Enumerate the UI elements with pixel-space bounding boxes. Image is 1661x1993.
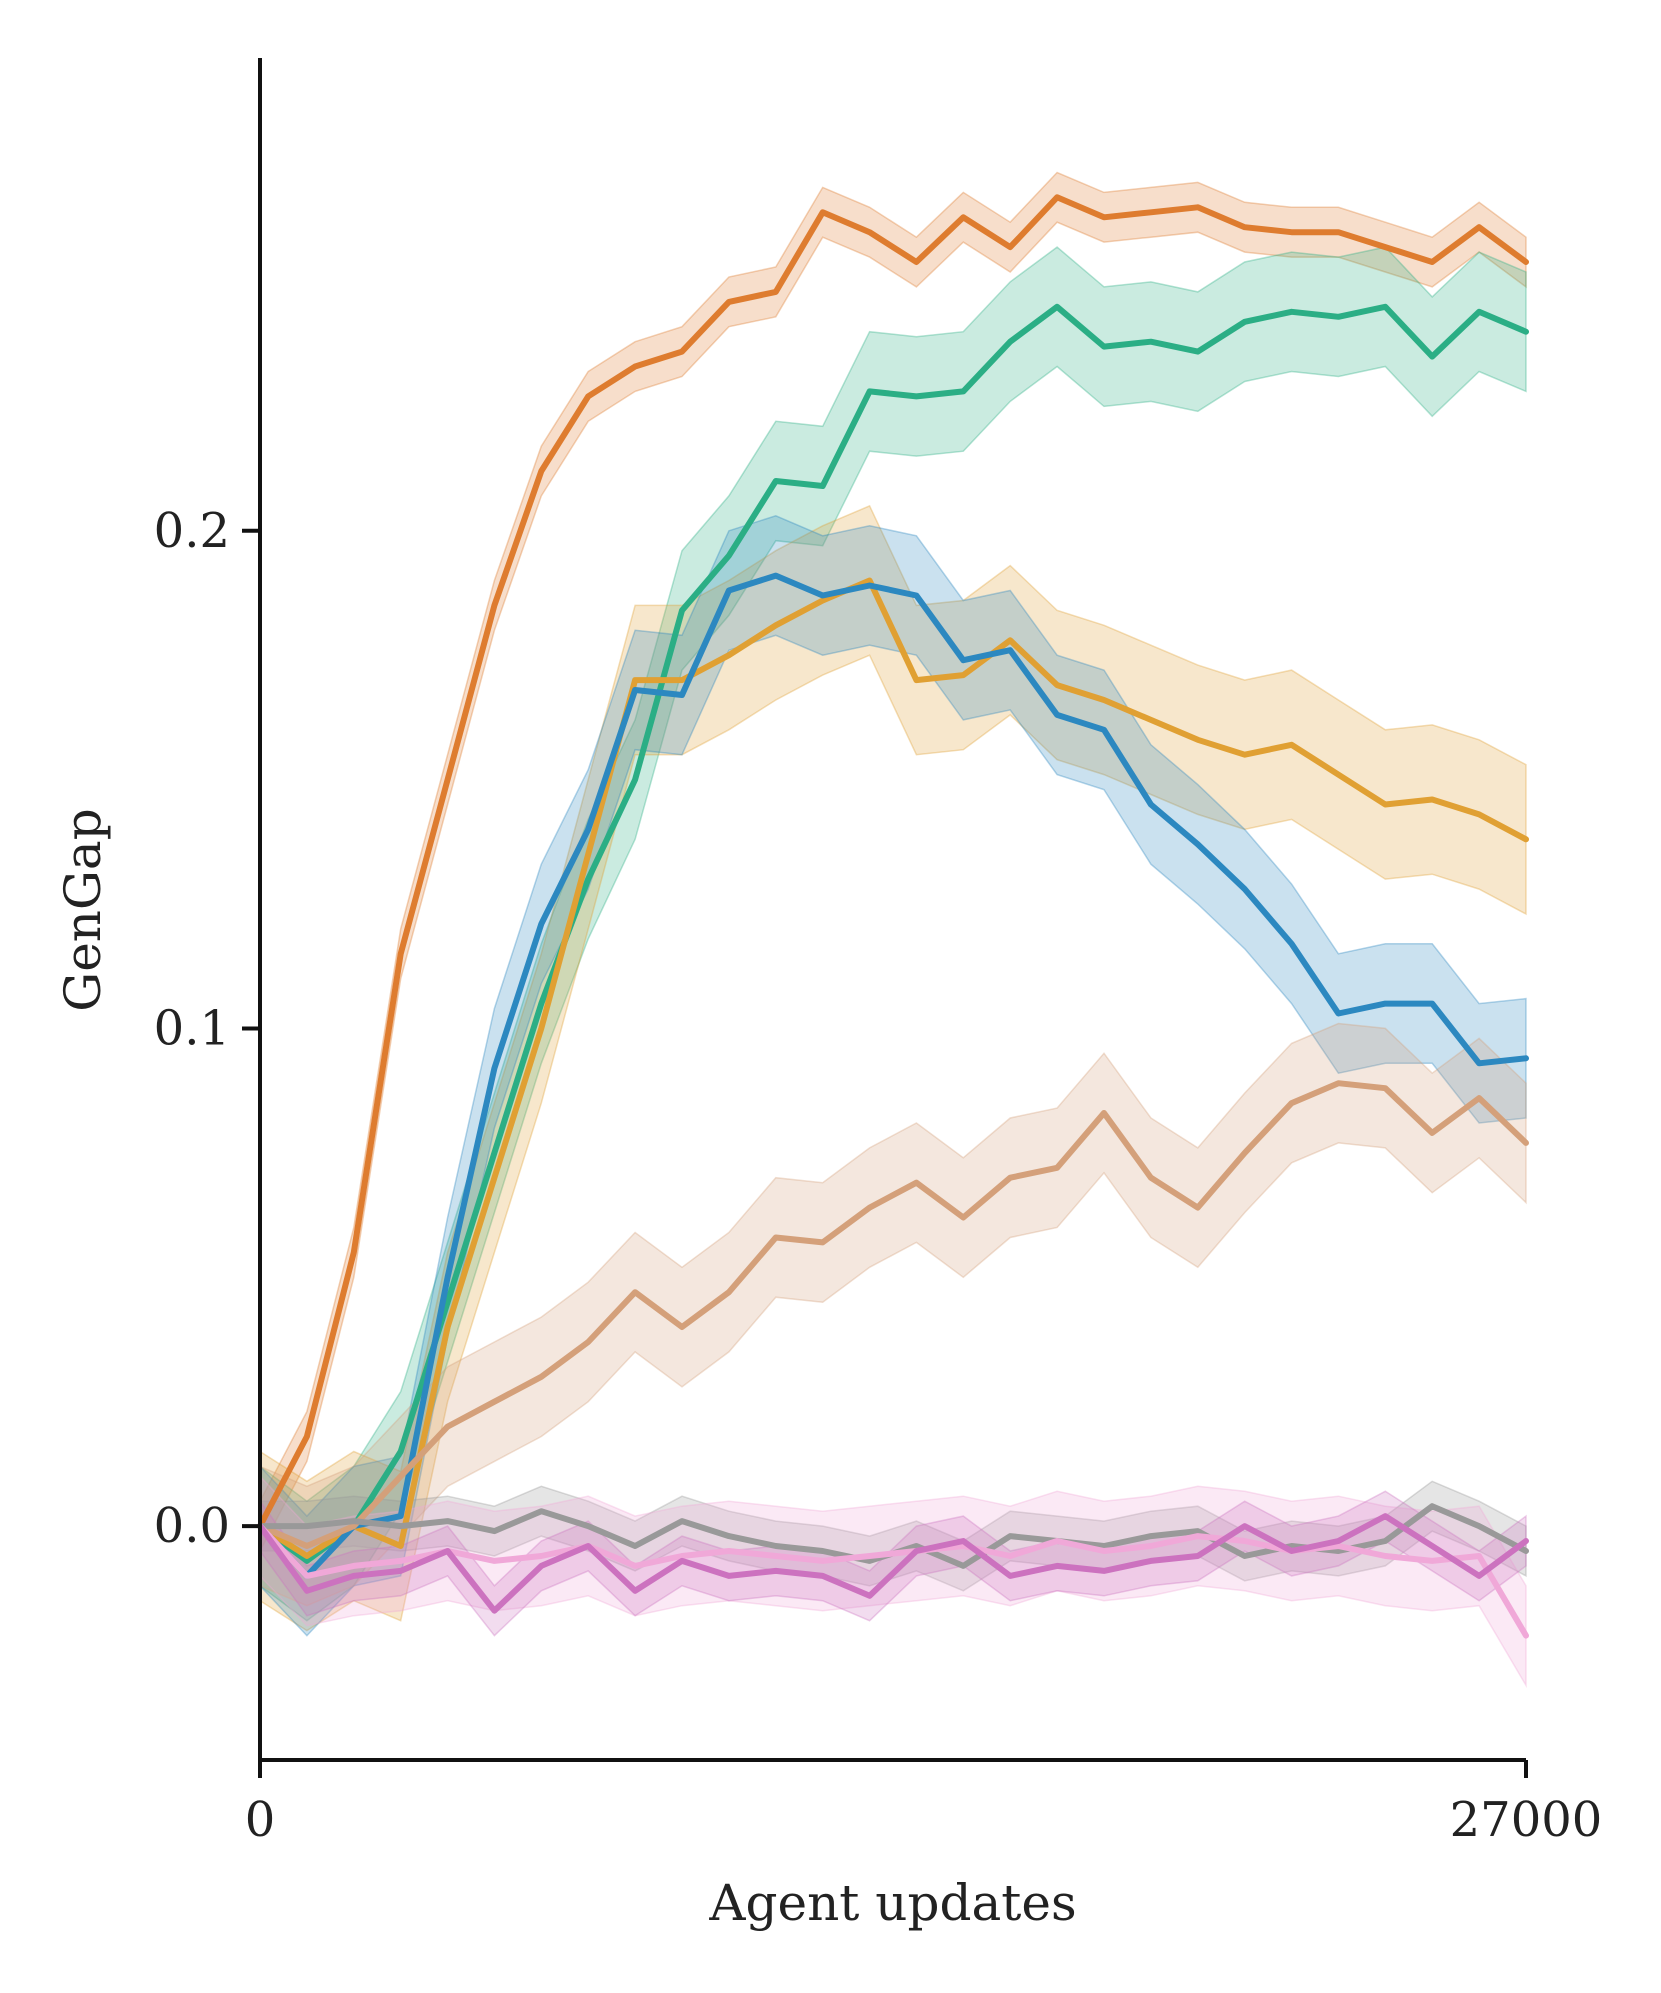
series-pink-line: [257, 1513, 1529, 1614]
series-light-pink-band: [259, 1474, 1527, 1689]
y-tick-label-1: 0.1: [154, 1000, 230, 1056]
series-green: [257, 303, 1529, 1564]
y-tick-label-0: 0.0: [154, 1498, 230, 1554]
series-pink: [257, 1513, 1529, 1614]
series-green-line: [257, 303, 1529, 1564]
x-axis-label: Agent updates: [708, 1874, 1076, 1932]
series-tan: [257, 1080, 1529, 1549]
confidence-bands: [259, 171, 1527, 1689]
y-axis-ticks: 0.0 0.1 0.2: [154, 503, 260, 1554]
series-blue-line: [257, 572, 1529, 1579]
series-tan-line: [257, 1080, 1529, 1549]
x-tick-label-0: 0: [245, 1792, 276, 1848]
series-yellow: [257, 577, 1529, 1559]
series-green-band: [259, 246, 1527, 1622]
series-pink-band: [259, 1490, 1527, 1637]
x-tick-label-1: 27000: [1450, 1792, 1603, 1848]
x-axis-ticks: 0 27000: [245, 1760, 1603, 1848]
y-tick-label-2: 0.2: [154, 503, 230, 559]
series-orange-line: [257, 194, 1529, 1530]
series-orange-band: [259, 171, 1527, 1552]
y-axis-label: GenGap: [54, 808, 112, 1012]
series-yellow-band: [259, 504, 1527, 1632]
series-blue-band: [259, 515, 1527, 1637]
series-lines: [257, 194, 1529, 1639]
series-blue: [257, 572, 1529, 1579]
series-yellow-line: [257, 577, 1529, 1559]
series-tan-band: [259, 1022, 1527, 1607]
